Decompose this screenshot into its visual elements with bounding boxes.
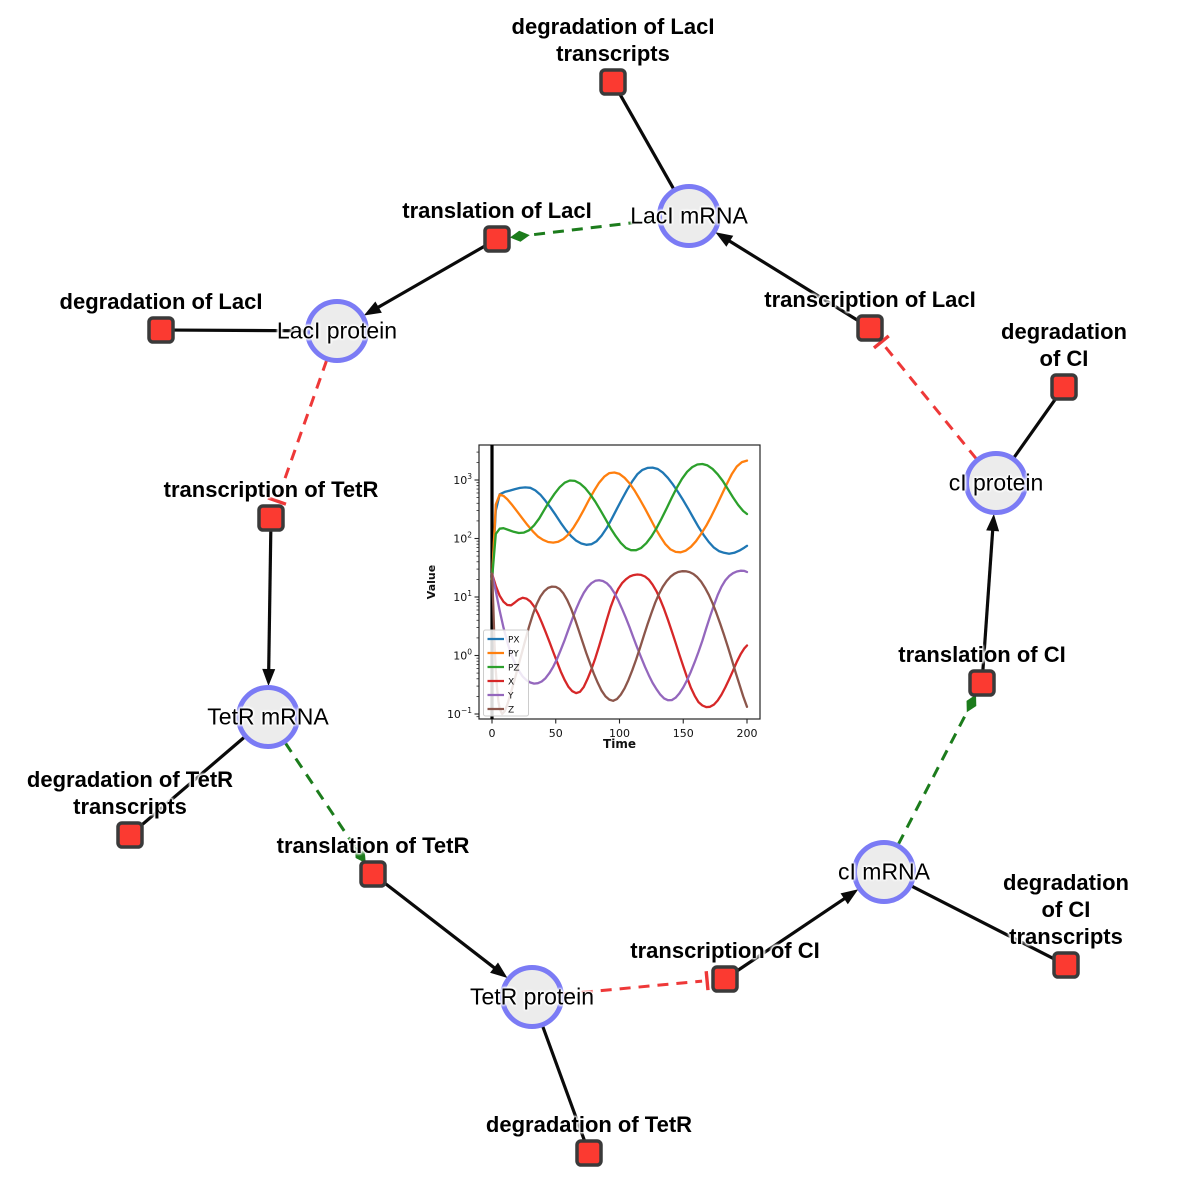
arrowhead-icon: [986, 513, 1000, 532]
reaction-node-transl-ci[interactable]: [968, 669, 996, 697]
reaction-node-deg-ci-tx[interactable]: [1052, 951, 1080, 979]
inset-chart-panel: 10−1 100 101 102 103 0 50 100 150 200 Time Value PX P…: [425, 428, 765, 762]
edge-txn_tetr-tetr_mrna[interactable]: [262, 530, 276, 687]
legend-label-y: Y: [507, 691, 514, 701]
arrowhead-icon: [715, 232, 734, 247]
product-edge-line: [267, 530, 273, 674]
y-tick-label: 102: [453, 531, 472, 546]
diamond-arrowhead-icon: [509, 230, 530, 242]
product-edge-line: [734, 895, 849, 974]
edge-ci_mrna-transl_ci[interactable]: [896, 694, 977, 846]
edge-tetr_mrna-transl_tetr[interactable]: [283, 741, 366, 864]
edge-ci_protein-deg_ci[interactable]: [1012, 396, 1058, 459]
legend-label-px: PX: [508, 635, 520, 645]
product-edge-line: [725, 237, 860, 323]
reaction-node-txn-tetr[interactable]: [257, 504, 285, 532]
reactant-edge-line: [173, 328, 307, 333]
legend-label-py: PY: [508, 649, 519, 659]
diamond-arrowhead-icon: [354, 846, 366, 864]
reactant-edge-line: [138, 735, 246, 828]
x-tick-label: 150: [673, 727, 694, 740]
modifier-edge-line: [528, 218, 659, 237]
reaction-node-deg-tetr[interactable]: [575, 1139, 603, 1167]
reaction-node-deg-laci-tx[interactable]: [599, 68, 627, 96]
diamond-arrowhead-icon: [966, 694, 977, 713]
edge-ci_mrna-deg_ci_tx[interactable]: [910, 884, 1056, 961]
edge-transl_tetr-tetr_protein[interactable]: [382, 880, 508, 979]
reactant-edge-line: [618, 92, 676, 190]
edge-ci_protein-txn_laci[interactable]: [872, 334, 978, 460]
series-pz-line: [490, 462, 749, 581]
reaction-node-transl-tetr[interactable]: [359, 860, 387, 888]
inhibition-edge-line: [883, 344, 978, 460]
edge-laci_protein-deg_laci[interactable]: [173, 328, 307, 333]
y-tick-label: 100: [453, 648, 472, 663]
x-tick-label: 0: [489, 727, 496, 740]
species-node-ci-mrna[interactable]: [852, 840, 916, 904]
species-node-tetr-protein[interactable]: [500, 965, 564, 1029]
edge-txn_ci-ci_mrna[interactable]: [734, 889, 859, 974]
edge-transl_laci-laci_protein[interactable]: [363, 244, 487, 316]
legend-box: [483, 629, 529, 717]
legend-label-pz: PZ: [508, 663, 520, 673]
species-node-laci-protein[interactable]: [305, 299, 369, 363]
edge-txn_laci-laci_mrna[interactable]: [715, 232, 860, 323]
plot-frame: [478, 444, 761, 720]
series-px-line: [490, 466, 749, 581]
reaction-node-deg-tetr-tx[interactable]: [116, 821, 144, 849]
arrowhead-icon: [262, 668, 276, 687]
species-node-ci-protein[interactable]: [964, 451, 1028, 515]
arrowhead-icon: [490, 962, 508, 979]
modifier-edge-line: [283, 741, 357, 849]
inhibition-edge-line: [277, 359, 329, 497]
legend-label-z: Z: [508, 705, 514, 715]
y-tick-label: 10−1: [447, 706, 472, 721]
reaction-node-txn-ci[interactable]: [711, 965, 739, 993]
x-tick-label: 100: [609, 727, 630, 740]
edge-laci_protein-txn_tetr[interactable]: [267, 359, 329, 506]
y-axis-label: Value: [425, 565, 438, 599]
arrowhead-icon: [363, 301, 382, 316]
edge-transl_ci-ci_protein[interactable]: [981, 513, 1000, 671]
edge-tetr_protein-deg_tetr[interactable]: [541, 1025, 587, 1142]
y-tick-label: 103: [453, 472, 472, 487]
product-edge-line: [382, 880, 499, 972]
edge-laci_mrna-transl_laci[interactable]: [509, 218, 659, 242]
series-py-line: [490, 459, 749, 581]
x-tick-label: 200: [737, 727, 758, 740]
edge-tetr_mrna-deg_tetr_tx[interactable]: [138, 735, 246, 828]
legend-label-x: X: [508, 677, 514, 687]
x-axis-label: Time: [603, 737, 636, 751]
reactant-edge-line: [541, 1025, 587, 1142]
product-edge-line: [374, 244, 487, 311]
series-y-line: [490, 569, 749, 702]
inhibition-edge-line: [562, 979, 703, 996]
reactant-edge-line: [910, 884, 1056, 961]
reaction-node-deg-laci[interactable]: [147, 316, 175, 344]
edge-tetr_protein-txn_ci[interactable]: [562, 971, 710, 996]
arrowhead-icon: [840, 889, 859, 905]
tbar-inhibitor-icon: [872, 334, 890, 350]
y-tick-label: 101: [453, 589, 472, 604]
tbar-inhibitor-icon: [704, 971, 710, 991]
series-z-line: [490, 570, 749, 716]
modifier-edge-line: [896, 710, 969, 846]
legend: PX PY PZ XYZ: [483, 629, 529, 717]
reaction-node-deg-ci[interactable]: [1050, 373, 1078, 401]
product-edge-line: [981, 526, 995, 671]
species-node-tetr-mrna[interactable]: [236, 685, 300, 749]
edge-laci_mrna-deg_laci_tx[interactable]: [618, 92, 676, 190]
reactant-edge-line: [1012, 396, 1058, 459]
reaction-node-transl-laci[interactable]: [483, 225, 511, 253]
tbar-inhibitor-icon: [267, 496, 287, 506]
x-tick-label: 50: [549, 727, 563, 740]
species-node-laci-mrna[interactable]: [657, 184, 721, 248]
reaction-node-txn-laci[interactable]: [856, 314, 884, 342]
